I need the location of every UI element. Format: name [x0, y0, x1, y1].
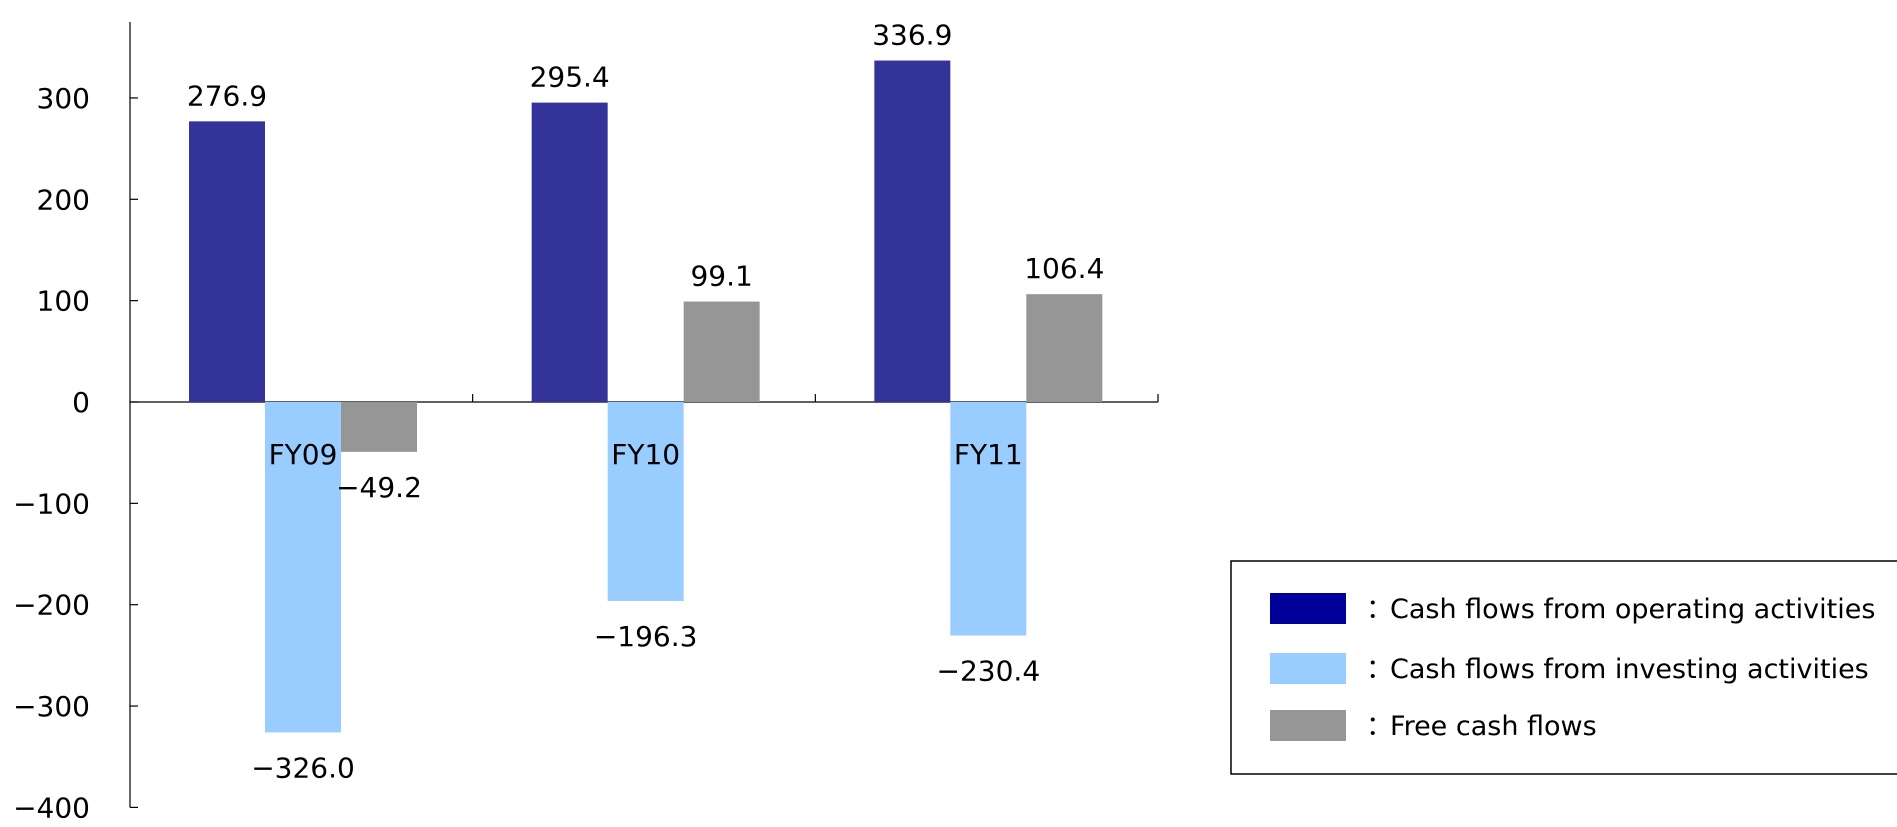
data-label: 295.4: [530, 61, 610, 94]
legend-swatch-series1: [1270, 593, 1346, 624]
bar-series2-fy10: [607, 402, 684, 601]
legend-label: Cash flows from investing activities: [1390, 654, 1869, 685]
labels-layer: FY09 FY10 FY11 276.9 295.4 336.9 −326.0 −196.3 −…: [187, 19, 1105, 785]
data-label: 336.9: [872, 19, 952, 52]
category-label: FY11: [954, 438, 1023, 471]
legend-swatch-series2: [1270, 653, 1346, 684]
axes-layer: 300 200 100 0 −100 −200 −300 −400: [13, 22, 1159, 824]
legend-separator: ：: [1366, 594, 1393, 625]
legend-label: Free cash flows: [1390, 711, 1597, 742]
bar-series3-fy09: [341, 402, 417, 452]
y-tick-label: −400: [13, 791, 90, 823]
data-label: 106.4: [1024, 252, 1104, 285]
bar-series1-fy11: [874, 60, 951, 402]
legend: ：Cash flows from operating activities：Ca…: [1230, 560, 1897, 775]
y-tick-label: 300: [37, 82, 90, 115]
legend-separator: ：: [1366, 654, 1393, 685]
data-label: −196.3: [594, 620, 698, 653]
bar-series2-fy09: [265, 402, 341, 733]
bar-series3-fy11: [1026, 294, 1103, 402]
legend-swatch-series3: [1270, 710, 1346, 741]
data-label: 276.9: [187, 79, 267, 112]
bar-series3-fy10: [683, 301, 760, 402]
bars-layer: [189, 60, 1103, 733]
data-label: −326.0: [251, 751, 355, 784]
data-label: −230.4: [937, 655, 1041, 688]
y-tick-label: 0: [72, 386, 90, 419]
y-tick-label: −300: [13, 690, 90, 723]
y-tick-label: 200: [37, 183, 90, 216]
y-tick-label: −200: [13, 589, 90, 622]
bar-series1-fy09: [189, 121, 265, 402]
bar-series2-fy11: [950, 402, 1027, 636]
bar-series1-fy10: [531, 102, 608, 403]
data-label: −49.2: [336, 471, 422, 504]
legend-separator: ：: [1366, 711, 1393, 742]
data-label: 99.1: [690, 260, 752, 293]
category-label: FY10: [611, 438, 680, 471]
y-tick-label: −100: [13, 487, 90, 520]
y-tick-label: 100: [37, 285, 90, 318]
legend-label: Cash flows from operating activities: [1390, 594, 1875, 625]
category-label: FY09: [269, 438, 338, 471]
